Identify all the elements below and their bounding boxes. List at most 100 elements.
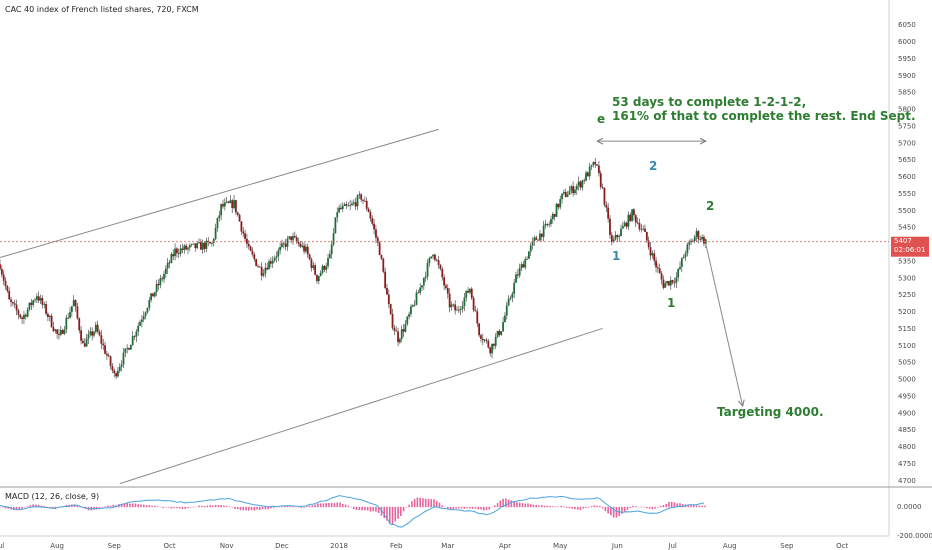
candle-body xyxy=(152,293,154,297)
macd-hist-bar xyxy=(35,504,37,508)
candle-body xyxy=(406,316,409,324)
macd-hist-bar xyxy=(563,506,565,508)
candle-body xyxy=(336,212,339,218)
candle-body xyxy=(323,265,326,270)
macd-hist-bar xyxy=(181,506,184,510)
candle-body xyxy=(695,231,698,237)
candle-body xyxy=(623,222,626,227)
candle-body xyxy=(100,335,103,344)
macd-hist-bar xyxy=(610,506,612,516)
candle-body xyxy=(279,246,282,251)
candle-body xyxy=(426,263,429,277)
macd-hist-bar xyxy=(261,506,264,510)
candle-body xyxy=(176,248,178,254)
candle-body xyxy=(581,180,584,188)
macd-hist-bar xyxy=(480,506,482,510)
candle-body xyxy=(308,254,311,260)
candle-body xyxy=(229,200,232,203)
candle-body xyxy=(168,262,171,264)
macd-hist-bar xyxy=(165,506,167,508)
macd-hist-bar xyxy=(98,506,101,508)
candle-body xyxy=(63,329,66,334)
candle-body xyxy=(498,331,501,335)
macd-hist-bar xyxy=(576,506,579,510)
wave-label-2-minor[interactable]: 2 xyxy=(649,159,657,173)
candle-body xyxy=(365,200,368,209)
candle-body xyxy=(363,200,366,202)
candle-body xyxy=(520,264,523,269)
candle-body xyxy=(540,233,543,237)
macd-hist-bar xyxy=(662,505,665,508)
candle-body xyxy=(675,277,678,283)
candle-body xyxy=(474,310,477,312)
annotation-days-line1[interactable]: 53 days to complete 1-2-1-2, xyxy=(612,95,806,109)
candle-body xyxy=(34,299,36,301)
candle-body xyxy=(693,236,696,241)
macd-hist-bar xyxy=(4,506,7,509)
candle-body xyxy=(126,348,129,349)
x-tick-label: Jun xyxy=(611,542,623,550)
candle-body xyxy=(542,225,545,237)
candle-body xyxy=(98,331,101,336)
candle-body xyxy=(150,293,153,301)
candle-body xyxy=(227,201,230,203)
candle-body xyxy=(262,273,265,276)
macd-hist-bar xyxy=(223,505,225,508)
candle-body xyxy=(199,242,202,250)
time-axis[interactable]: Jul Aug Sep Oct Nov Dec 2018 Feb Mar Apr May Jun Jul… xyxy=(0,542,848,550)
channel-line xyxy=(0,128,439,259)
wave-label-1-minor[interactable]: 1 xyxy=(612,249,620,263)
candle-body xyxy=(575,185,578,190)
y-tick-label: 5850 xyxy=(898,89,916,97)
wave-label-1-major[interactable]: 1 xyxy=(667,296,675,310)
macd-hist-bar xyxy=(441,505,444,508)
y-tick-label: 5700 xyxy=(898,139,916,147)
price-axis[interactable]: 4700 4750 4800 4850 4900 4950 5000 5050 5100 5150… xyxy=(898,21,916,485)
annotations[interactable]: 53 days to complete 1-2-1-2, 161% of tha… xyxy=(597,95,916,419)
candle-body xyxy=(605,204,608,208)
candle-body xyxy=(174,248,176,257)
projection-arrow[interactable] xyxy=(705,243,743,406)
candle-body xyxy=(2,274,5,281)
annotation-target[interactable]: Targeting 4000. xyxy=(717,405,824,419)
candle-body xyxy=(45,304,47,314)
macd-hist-bar xyxy=(242,506,245,511)
macd-hist-bar xyxy=(574,506,576,510)
candle-body xyxy=(258,266,261,268)
candle-body xyxy=(93,331,95,336)
macd-hist-bar xyxy=(438,502,441,508)
macd-hist-bar xyxy=(408,504,410,508)
candle-body xyxy=(155,283,158,293)
y-tick-label: 6050 xyxy=(898,21,916,29)
candle-body xyxy=(411,304,414,307)
wave-label-e[interactable]: e xyxy=(597,112,605,126)
macd-hist-bar xyxy=(499,500,502,508)
candle-body xyxy=(491,343,493,354)
macd-hist-bar xyxy=(687,504,690,508)
macd-hist-bar xyxy=(200,505,203,508)
candle-body xyxy=(161,278,164,280)
candle-body xyxy=(457,309,460,311)
candle-body xyxy=(666,281,669,284)
macd-hist-bar xyxy=(73,504,76,508)
wave-label-2-major[interactable]: 2 xyxy=(706,199,714,213)
macd-hist-bar xyxy=(21,506,23,509)
candle-body xyxy=(518,268,521,276)
candle-body xyxy=(492,343,495,346)
candle-body xyxy=(0,264,1,270)
candle-body xyxy=(633,209,635,216)
candle-body xyxy=(28,302,31,310)
candle-body xyxy=(594,162,597,165)
candle-body xyxy=(120,364,123,367)
annotation-days-line2[interactable]: 161% of that to complete the rest. End S… xyxy=(612,109,916,123)
macd-hist-bar xyxy=(419,497,421,508)
candle-body xyxy=(586,172,589,177)
macd-hist-bar xyxy=(153,505,156,508)
candle-body xyxy=(21,317,24,319)
macd-hist-bar xyxy=(704,505,706,508)
macd-hist-bar xyxy=(156,506,159,508)
channel-lines[interactable] xyxy=(0,128,603,485)
macd-hist-bar xyxy=(341,503,344,508)
x-tick-label: Sep xyxy=(780,542,794,550)
candle-body xyxy=(264,267,267,274)
